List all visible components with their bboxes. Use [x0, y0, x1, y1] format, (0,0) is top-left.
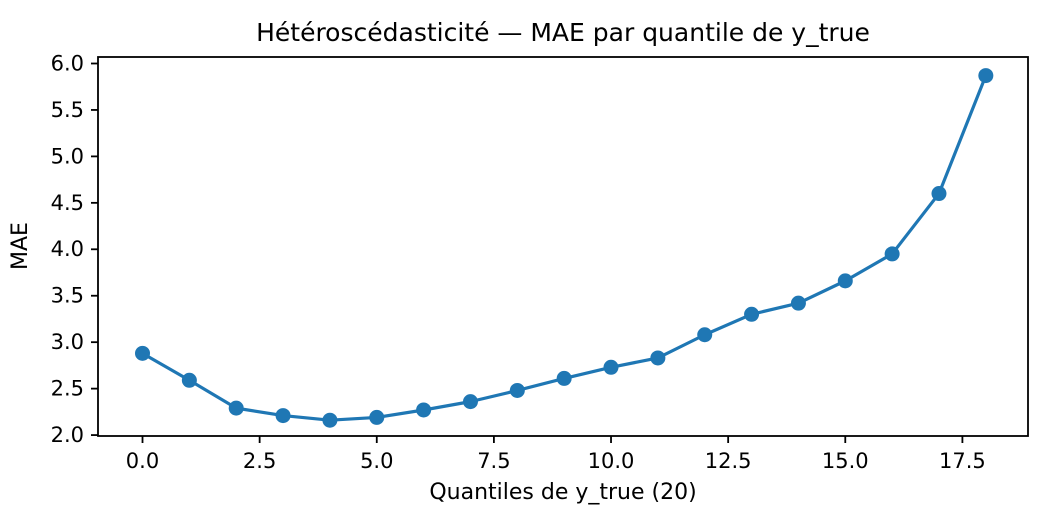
data-point — [978, 68, 994, 84]
data-point — [603, 359, 619, 375]
data-point — [650, 350, 666, 366]
x-tick-label: 15.0 — [822, 449, 869, 473]
y-tick-label: 4.5 — [51, 191, 84, 215]
data-point — [181, 372, 197, 388]
data-point — [275, 408, 291, 424]
x-axis-label: Quantiles de y_true (20) — [429, 480, 696, 505]
x-tick-label: 17.5 — [939, 449, 986, 473]
data-point — [369, 409, 385, 425]
data-point — [556, 370, 572, 386]
x-tick-label: 5.0 — [360, 449, 393, 473]
y-tick-label: 3.0 — [51, 330, 84, 354]
x-tick-label: 0.0 — [126, 449, 159, 473]
y-tick-label: 6.0 — [51, 51, 84, 75]
chart-title: Hétéroscédasticité — MAE par quantile de… — [256, 18, 870, 47]
data-point — [135, 345, 151, 361]
data-point — [790, 295, 806, 311]
data-point — [462, 394, 478, 410]
x-tick-label: 12.5 — [705, 449, 752, 473]
data-point — [322, 412, 338, 428]
data-point — [228, 400, 244, 416]
y-tick-label: 5.5 — [51, 98, 84, 122]
plot-group: 0.0 2.5 5.0 7.5 10.0 12.5 15.0 17.5 2.0 2.5 3.0 3.5… — [51, 51, 1029, 473]
y-tick-label: 4.0 — [51, 237, 84, 261]
x-tick-label: 7.5 — [477, 449, 510, 473]
data-point — [416, 402, 432, 418]
x-tick-label: 2.5 — [243, 449, 276, 473]
data-point — [931, 186, 947, 202]
y-axis-label: MAE — [8, 222, 33, 270]
data-point — [744, 306, 760, 322]
y-tick-label: 5.0 — [51, 144, 84, 168]
data-point — [697, 327, 713, 343]
data-point — [837, 273, 853, 289]
data-point — [509, 382, 525, 398]
y-tick-label: 2.5 — [51, 377, 84, 401]
y-tick-label: 3.5 — [51, 284, 84, 308]
x-tick-label: 10.0 — [588, 449, 635, 473]
data-point — [884, 246, 900, 262]
y-tick-label: 2.0 — [51, 423, 84, 447]
